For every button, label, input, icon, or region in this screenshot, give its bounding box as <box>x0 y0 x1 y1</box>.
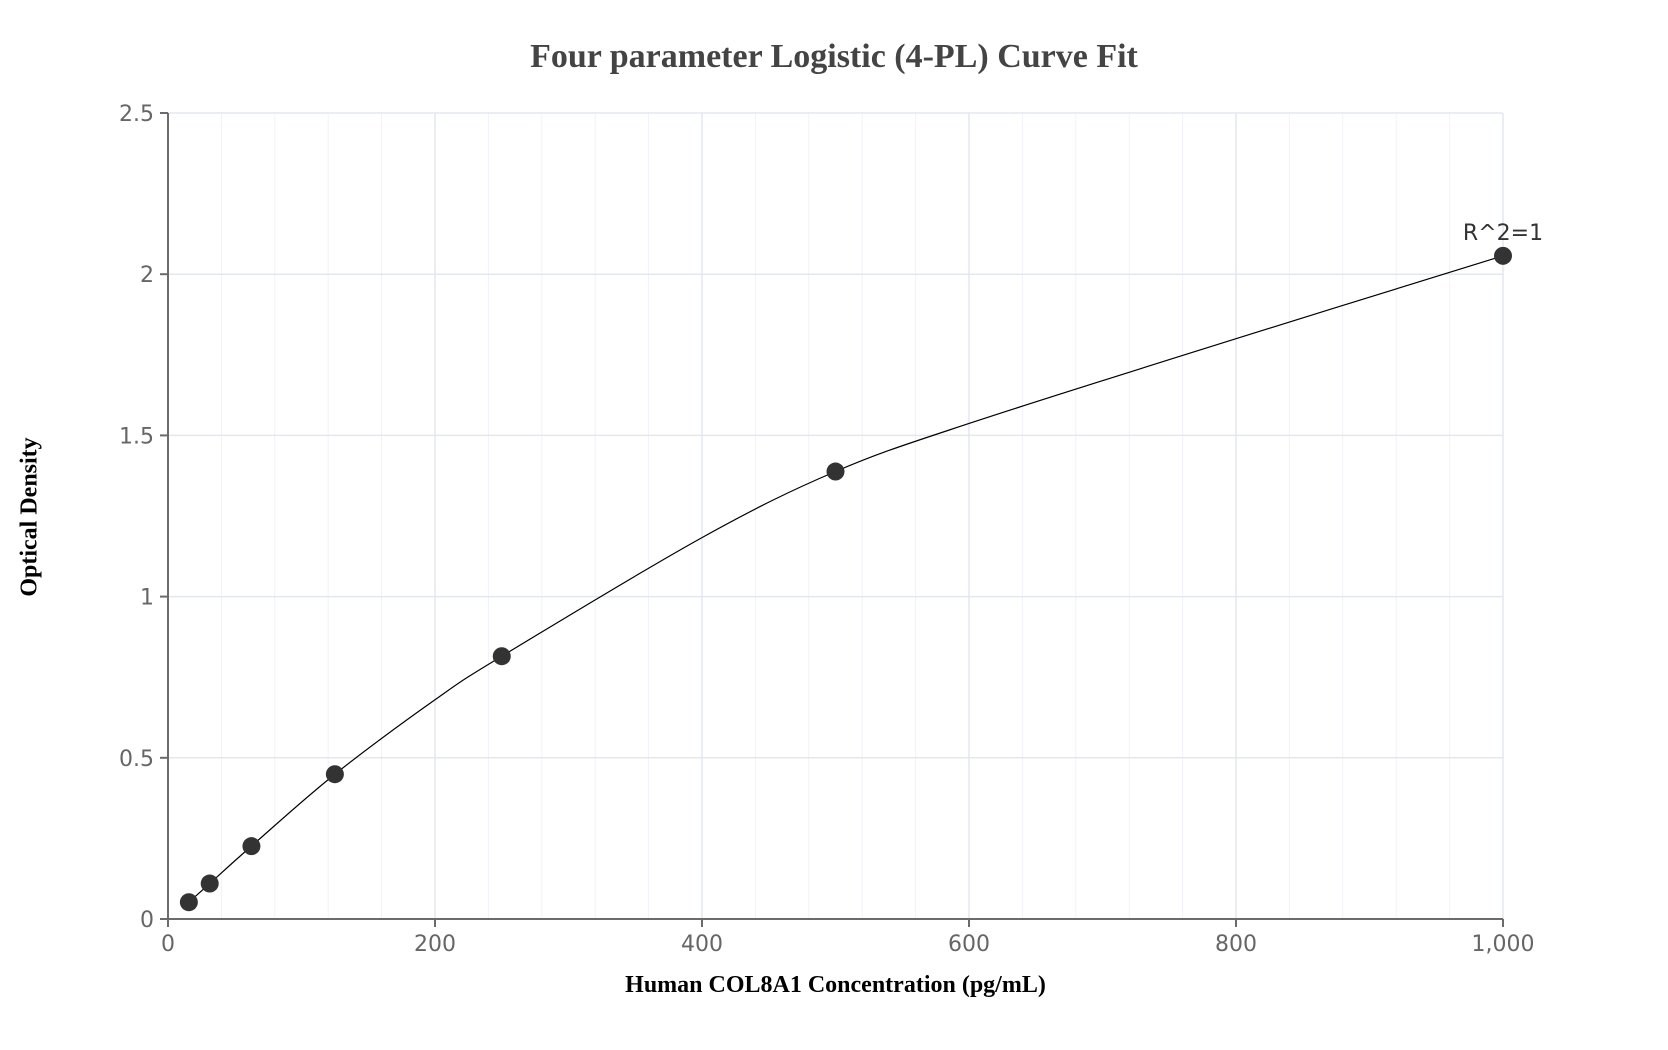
x-tick-label: 1,000 <box>1472 932 1535 957</box>
x-tick-label: 600 <box>948 932 990 957</box>
chart-title: Four parameter Logistic (4-PL) Curve Fit <box>530 38 1138 75</box>
fit-curve <box>188 255 1504 903</box>
data-point-marker <box>1494 246 1512 265</box>
x-tick-label: 800 <box>1215 932 1257 957</box>
x-tick-label: 200 <box>414 932 456 957</box>
annotations: R^2=1 <box>1463 221 1543 246</box>
y-tick-label: 1 <box>140 586 154 611</box>
y-tick-label: 2.5 <box>119 102 154 127</box>
data-points <box>179 246 1512 912</box>
data-point-marker <box>492 647 511 666</box>
r-squared-annotation: R^2=1 <box>1463 221 1543 246</box>
data-point-marker <box>179 893 198 912</box>
axes: 0 0.5 1 1.5 2 2.5 0 200 400 600 800 1,000 <box>119 102 1534 957</box>
data-point-marker <box>242 837 261 856</box>
data-point-marker <box>200 874 219 893</box>
x-axis-label: Human COL8A1 Concentration (pg/mL) <box>625 972 1046 998</box>
y-tick-label: 0 <box>140 908 154 933</box>
y-tick-label: 2 <box>140 263 154 288</box>
x-tick-label: 0 <box>161 932 175 957</box>
x-tick-label: 400 <box>681 932 723 957</box>
data-point-marker <box>826 462 845 481</box>
fit-curve-path <box>188 255 1504 903</box>
y-tick-label: 0.5 <box>119 747 154 772</box>
grid-lines <box>167 112 1504 920</box>
y-tick-label: 1.5 <box>119 424 154 449</box>
data-point-marker <box>325 765 344 784</box>
